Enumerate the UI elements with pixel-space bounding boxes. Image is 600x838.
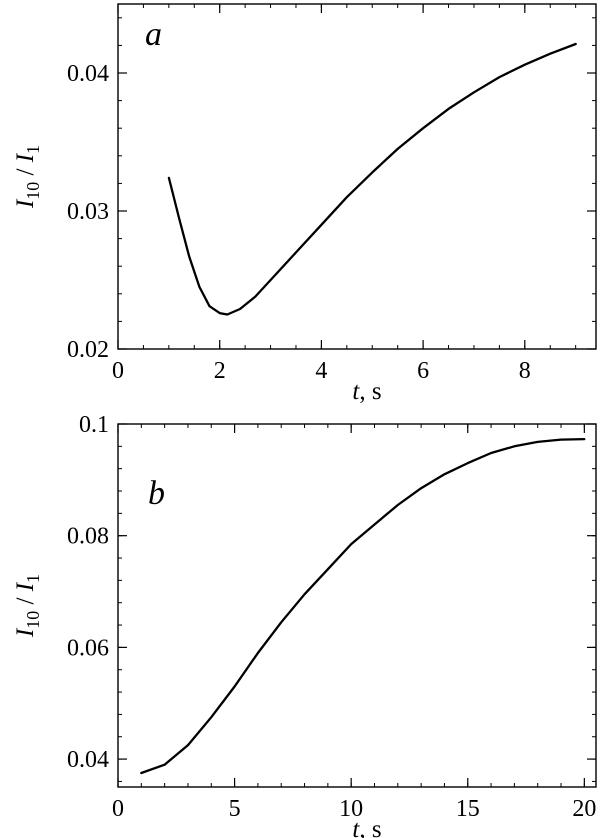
y-label-separator: / <box>12 591 39 610</box>
x-tick-label: 2 <box>214 358 226 384</box>
x-tick-label: 0 <box>112 358 124 384</box>
y-tick-label: 0.02 <box>67 337 109 363</box>
y-tick-label: 0.1 <box>79 412 109 438</box>
y-axis-label: I10 / I1 <box>12 574 43 638</box>
x-tick-label: 15 <box>456 796 480 822</box>
y-axis-label: I10 / I1 <box>12 145 43 209</box>
y-label-numerator-sub: 10 <box>23 182 43 200</box>
x-axis-variable: t <box>352 816 360 838</box>
x-tick-label: 0 <box>112 796 124 822</box>
series-line-0 <box>140 437 586 775</box>
y-label-denominator: I <box>12 581 39 592</box>
plot-frame <box>117 3 597 350</box>
y-label-denominator-sub: 1 <box>23 145 43 154</box>
y-label-separator: / <box>12 162 39 181</box>
x-axis-label: t, s <box>352 816 381 838</box>
y-tick-label: 0.08 <box>67 524 109 550</box>
x-axis-unit: , s <box>359 816 381 838</box>
y-tick-label: 0.04 <box>67 61 109 87</box>
plot-frame <box>117 423 597 788</box>
x-axis-unit: , s <box>359 378 381 405</box>
y-label-numerator: I <box>12 198 39 209</box>
x-tick-label: 20 <box>572 796 596 822</box>
y-tick-label: 0.03 <box>67 199 109 225</box>
panel-label: a <box>145 16 162 53</box>
y-label-numerator-sub: 10 <box>23 611 43 629</box>
y-tick-label: 0.06 <box>67 635 109 661</box>
x-axis-variable: t <box>352 378 360 405</box>
x-tick-label: 6 <box>417 358 429 384</box>
x-tick-label: 4 <box>315 358 327 384</box>
y-label-denominator-sub: 1 <box>23 574 43 583</box>
x-tick-label: 10 <box>339 796 363 822</box>
panel-label: b <box>148 475 165 512</box>
y-label-numerator: I <box>12 627 39 638</box>
x-tick-label: 5 <box>229 796 241 822</box>
x-axis-label: t, s <box>352 378 381 405</box>
y-tick-label: 0.04 <box>67 747 109 773</box>
series-line-0 <box>167 42 577 316</box>
x-tick-label: 8 <box>519 358 531 384</box>
y-label-denominator: I <box>12 152 39 163</box>
